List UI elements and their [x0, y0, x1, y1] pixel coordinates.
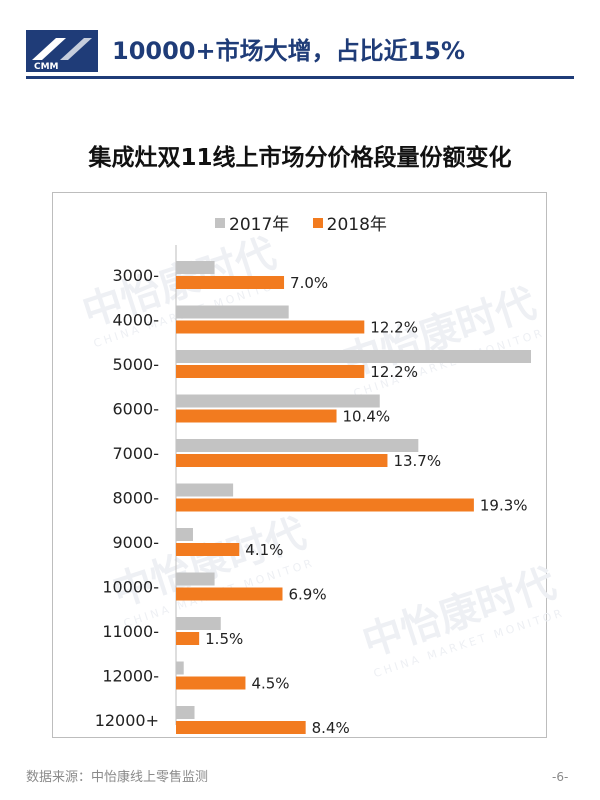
legend-label-2018: 2018年 [326, 215, 387, 235]
legend-label-2017: 2017年 [229, 215, 290, 235]
page-title: 10000+市场大增，占比近15% [112, 37, 466, 65]
bar-2017 [176, 305, 289, 319]
category-tick-label: 11000- [102, 622, 159, 641]
data-label-2018: 13.7% [393, 452, 441, 470]
legend-swatch-2018 [312, 218, 323, 228]
bar-2017 [176, 261, 215, 274]
bar-2017 [176, 394, 380, 408]
chart-frame [52, 192, 547, 738]
cmm-logo: CMM [26, 30, 98, 72]
bar-2017 [176, 483, 234, 497]
header-divider [26, 76, 574, 79]
bar-2017 [176, 572, 215, 586]
bar-2017 [176, 528, 193, 541]
category-tick-label: 8000- [113, 489, 160, 508]
page-header: CMM 10000+市场大增，占比近15% [0, 0, 600, 80]
page-number: -6- [552, 770, 569, 784]
bar-2017 [176, 350, 531, 363]
bar-2018 [176, 454, 388, 467]
data-label-2018: 12.2% [370, 363, 418, 381]
bar-2017 [176, 661, 184, 675]
bar-2018 [176, 276, 285, 289]
data-label-2018: 8.4% [312, 719, 350, 737]
data-source-note: 数据来源：中怡康线上零售监测 [26, 770, 209, 785]
category-tick-label: 6000- [113, 400, 160, 419]
legend-item-2017: 2017年 [215, 210, 289, 235]
data-label-2018: 4.5% [251, 675, 289, 693]
bar-2018 [176, 498, 474, 512]
category-tick-label: 5000- [113, 355, 160, 374]
data-label-2018: 19.3% [480, 497, 528, 515]
data-label-2018: 4.1% [245, 541, 283, 559]
data-label-2018: 1.5% [205, 630, 243, 648]
data-label-2018: 12.2% [370, 319, 418, 337]
data-label-2018: 7.0% [290, 274, 328, 292]
bar-2018 [176, 587, 283, 601]
data-label-2018: 10.4% [343, 408, 391, 426]
data-label-2018: 6.9% [289, 586, 327, 604]
legend-item-2018: 2018年 [312, 210, 387, 235]
bar-2018 [176, 721, 306, 734]
bar-2018 [176, 543, 240, 556]
category-tick-label: 12000- [102, 667, 159, 686]
chart-title: 集成灶双11线上市场分价格段量份额变化 [88, 145, 512, 171]
bar-2018 [176, 632, 200, 645]
bar-2018 [176, 320, 365, 334]
bar-2018 [176, 365, 365, 378]
category-tick-label: 10000- [102, 578, 159, 597]
bar-2017 [176, 617, 221, 630]
category-tick-label: 4000- [113, 311, 160, 330]
legend-swatch-2017 [215, 218, 225, 228]
category-tick-label: 9000- [113, 533, 160, 552]
bar-2017 [176, 706, 195, 719]
category-tick-label: 12000+ [95, 711, 159, 730]
chart-legend: 2017年 2018年 [215, 210, 405, 235]
bar-2018 [176, 409, 337, 423]
category-tick-label: 7000- [113, 444, 160, 463]
logo-text: CMM [34, 62, 59, 72]
category-tick-label: 3000- [113, 266, 160, 285]
bar-2017 [176, 439, 419, 452]
bar-2018 [176, 676, 246, 690]
